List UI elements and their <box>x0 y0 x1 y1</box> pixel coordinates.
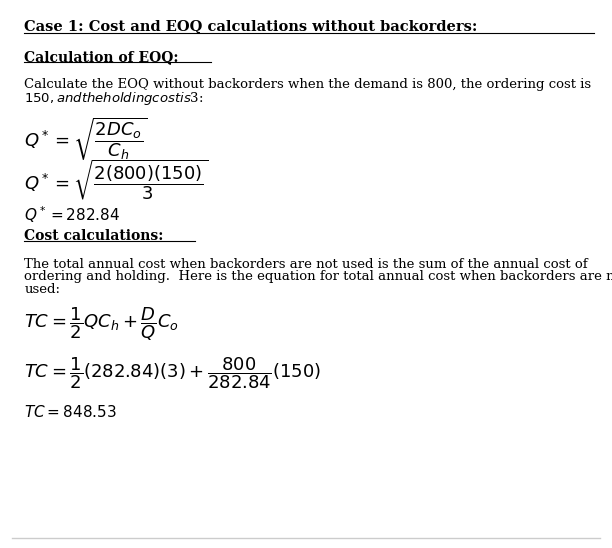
Text: $\mathit{Q}^* = \sqrt{\dfrac{2DC_o}{C_h}}$: $\mathit{Q}^* = \sqrt{\dfrac{2DC_o}{C_h}… <box>24 115 148 162</box>
Text: The total annual cost when backorders are not used is the sum of the annual cost: The total annual cost when backorders ar… <box>24 258 588 271</box>
Text: used:: used: <box>24 283 61 296</box>
Text: $\mathit{TC} = \dfrac{1}{2}(282.84)(3) + \dfrac{800}{282.84}(150)$: $\mathit{TC} = \dfrac{1}{2}(282.84)(3) +… <box>24 355 321 391</box>
Text: $\mathit{TC} = \dfrac{1}{2}\mathit{Q}C_h + \dfrac{D}{Q}C_o$: $\mathit{TC} = \dfrac{1}{2}\mathit{Q}C_h… <box>24 306 179 344</box>
Text: $\mathit{Q}^* = \sqrt{\dfrac{2(800)(150)}{3}}$: $\mathit{Q}^* = \sqrt{\dfrac{2(800)(150)… <box>24 158 209 202</box>
Text: $\mathit{Q}^* = 282.84$: $\mathit{Q}^* = 282.84$ <box>24 204 121 225</box>
Text: Calculate the EOQ without backorders when the demand is 800, the ordering cost i: Calculate the EOQ without backorders whe… <box>24 78 592 91</box>
Text: Calculation of EOQ:: Calculation of EOQ: <box>24 50 179 65</box>
Text: $\mathit{TC} = 848.53$: $\mathit{TC} = 848.53$ <box>24 404 118 420</box>
Text: $150, and the holding cost is $3:: $150, and the holding cost is $3: <box>24 90 204 107</box>
Text: Cost calculations:: Cost calculations: <box>24 229 164 243</box>
Text: ordering and holding.  Here is the equation for total annual cost when backorder: ordering and holding. Here is the equati… <box>24 270 612 283</box>
Text: Case 1: Cost and EOQ calculations without backorders:: Case 1: Cost and EOQ calculations withou… <box>24 19 478 33</box>
